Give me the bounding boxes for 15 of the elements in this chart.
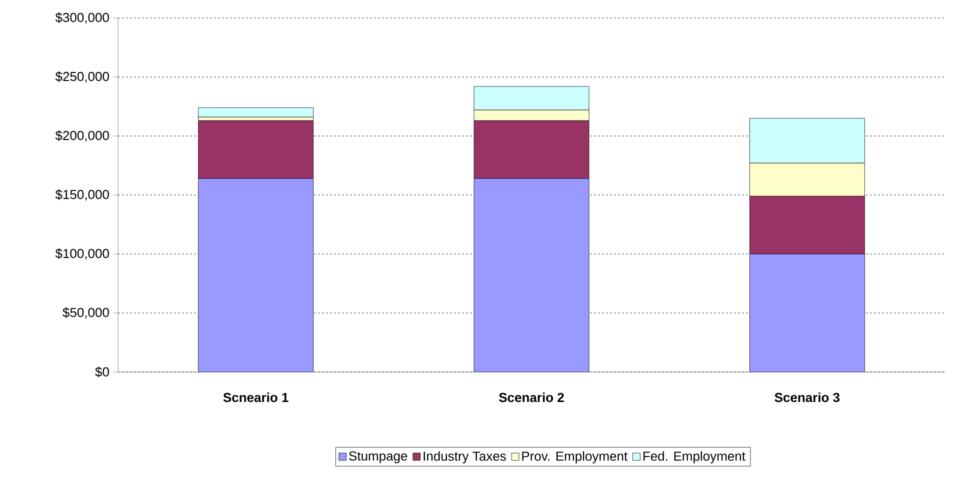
y-tick-label: $200,000 [55, 130, 109, 142]
x-tick-label: Scenario 2 [499, 392, 564, 402]
legend-label: Industry Taxes [424, 451, 506, 464]
legend-label: Prov. Employment [522, 451, 628, 464]
y-tick-label: $250,000 [55, 71, 109, 83]
y-tick-label: $100,000 [55, 248, 109, 260]
x-tick-label: Scneario 1 [223, 392, 288, 402]
y-tick-label: $300,000 [55, 12, 109, 24]
legend-label: Stumpage [349, 451, 408, 464]
y-tick-label: $50,000 [62, 307, 109, 319]
bar [198, 107, 314, 118]
legend-label: Fed. Employment [643, 451, 746, 464]
y-tick-label: $150,000 [55, 189, 109, 201]
x-tick-label: Scenario 3 [774, 392, 840, 402]
y-tick-label: $0 [95, 366, 109, 378]
